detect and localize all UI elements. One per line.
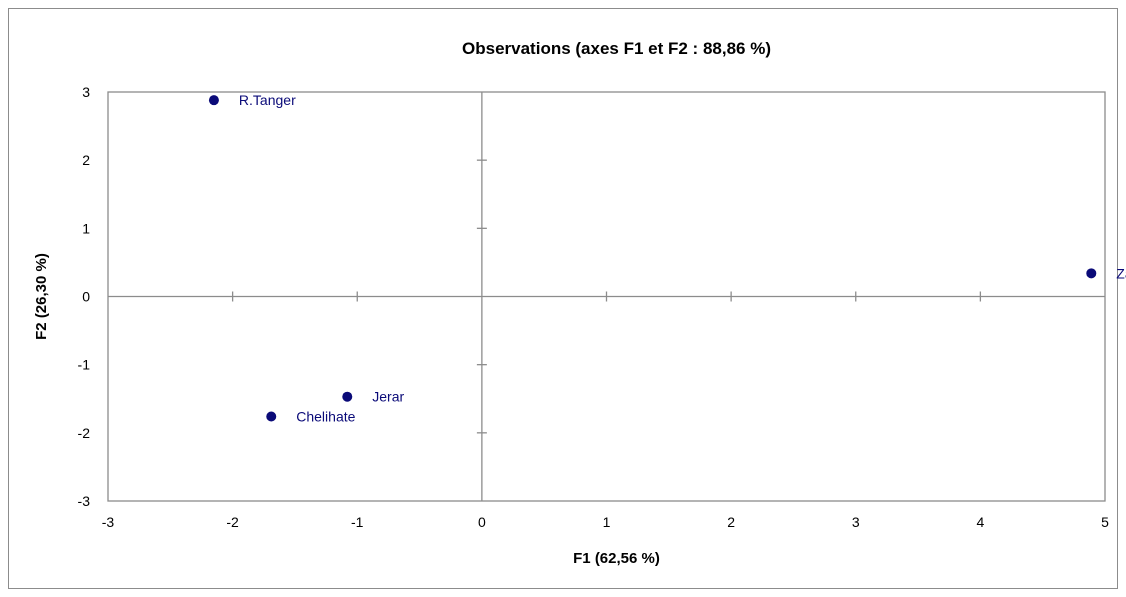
chart-title: Observations (axes F1 et F2 : 88,86 %) — [462, 39, 771, 58]
y-tick-label: 2 — [82, 152, 90, 168]
x-axis-ticks: -3 -2 -1 0 1 2 3 4 5 — [102, 291, 1109, 530]
y-tick-label: 0 — [82, 289, 90, 305]
data-point — [208, 95, 219, 106]
y-axis-title: F2 (26,30 %) — [33, 253, 50, 340]
point-label: Jerar — [372, 389, 404, 405]
y-tick-label: -3 — [78, 493, 91, 509]
x-tick-label: 4 — [976, 514, 984, 530]
data-point — [342, 391, 353, 402]
point-label: Chelihate — [296, 408, 355, 424]
data-points: R.Tanger Jerar Chelihate Zagouta — [208, 92, 1126, 424]
x-tick-label: -3 — [102, 514, 115, 530]
y-axis-ticks: -3 -2 -1 0 1 2 3 — [78, 84, 487, 509]
data-point — [266, 411, 277, 422]
chart-frame — [8, 8, 1118, 589]
x-tick-label: 3 — [852, 514, 860, 530]
x-tick-label: 0 — [478, 514, 486, 530]
y-tick-label: -2 — [78, 425, 91, 441]
y-tick-label: 3 — [82, 84, 90, 100]
x-tick-label: 1 — [603, 514, 611, 530]
x-tick-label: -2 — [226, 514, 239, 530]
data-point — [1086, 268, 1097, 279]
point-label: R.Tanger — [239, 92, 296, 108]
x-tick-label: 5 — [1101, 514, 1109, 530]
point-label: Zagouta — [1116, 265, 1126, 281]
y-tick-label: 1 — [82, 220, 90, 236]
x-tick-label: 2 — [727, 514, 735, 530]
x-tick-label: -1 — [351, 514, 364, 530]
x-axis-title: F1 (62,56 %) — [573, 550, 660, 567]
y-tick-label: -1 — [78, 357, 91, 373]
